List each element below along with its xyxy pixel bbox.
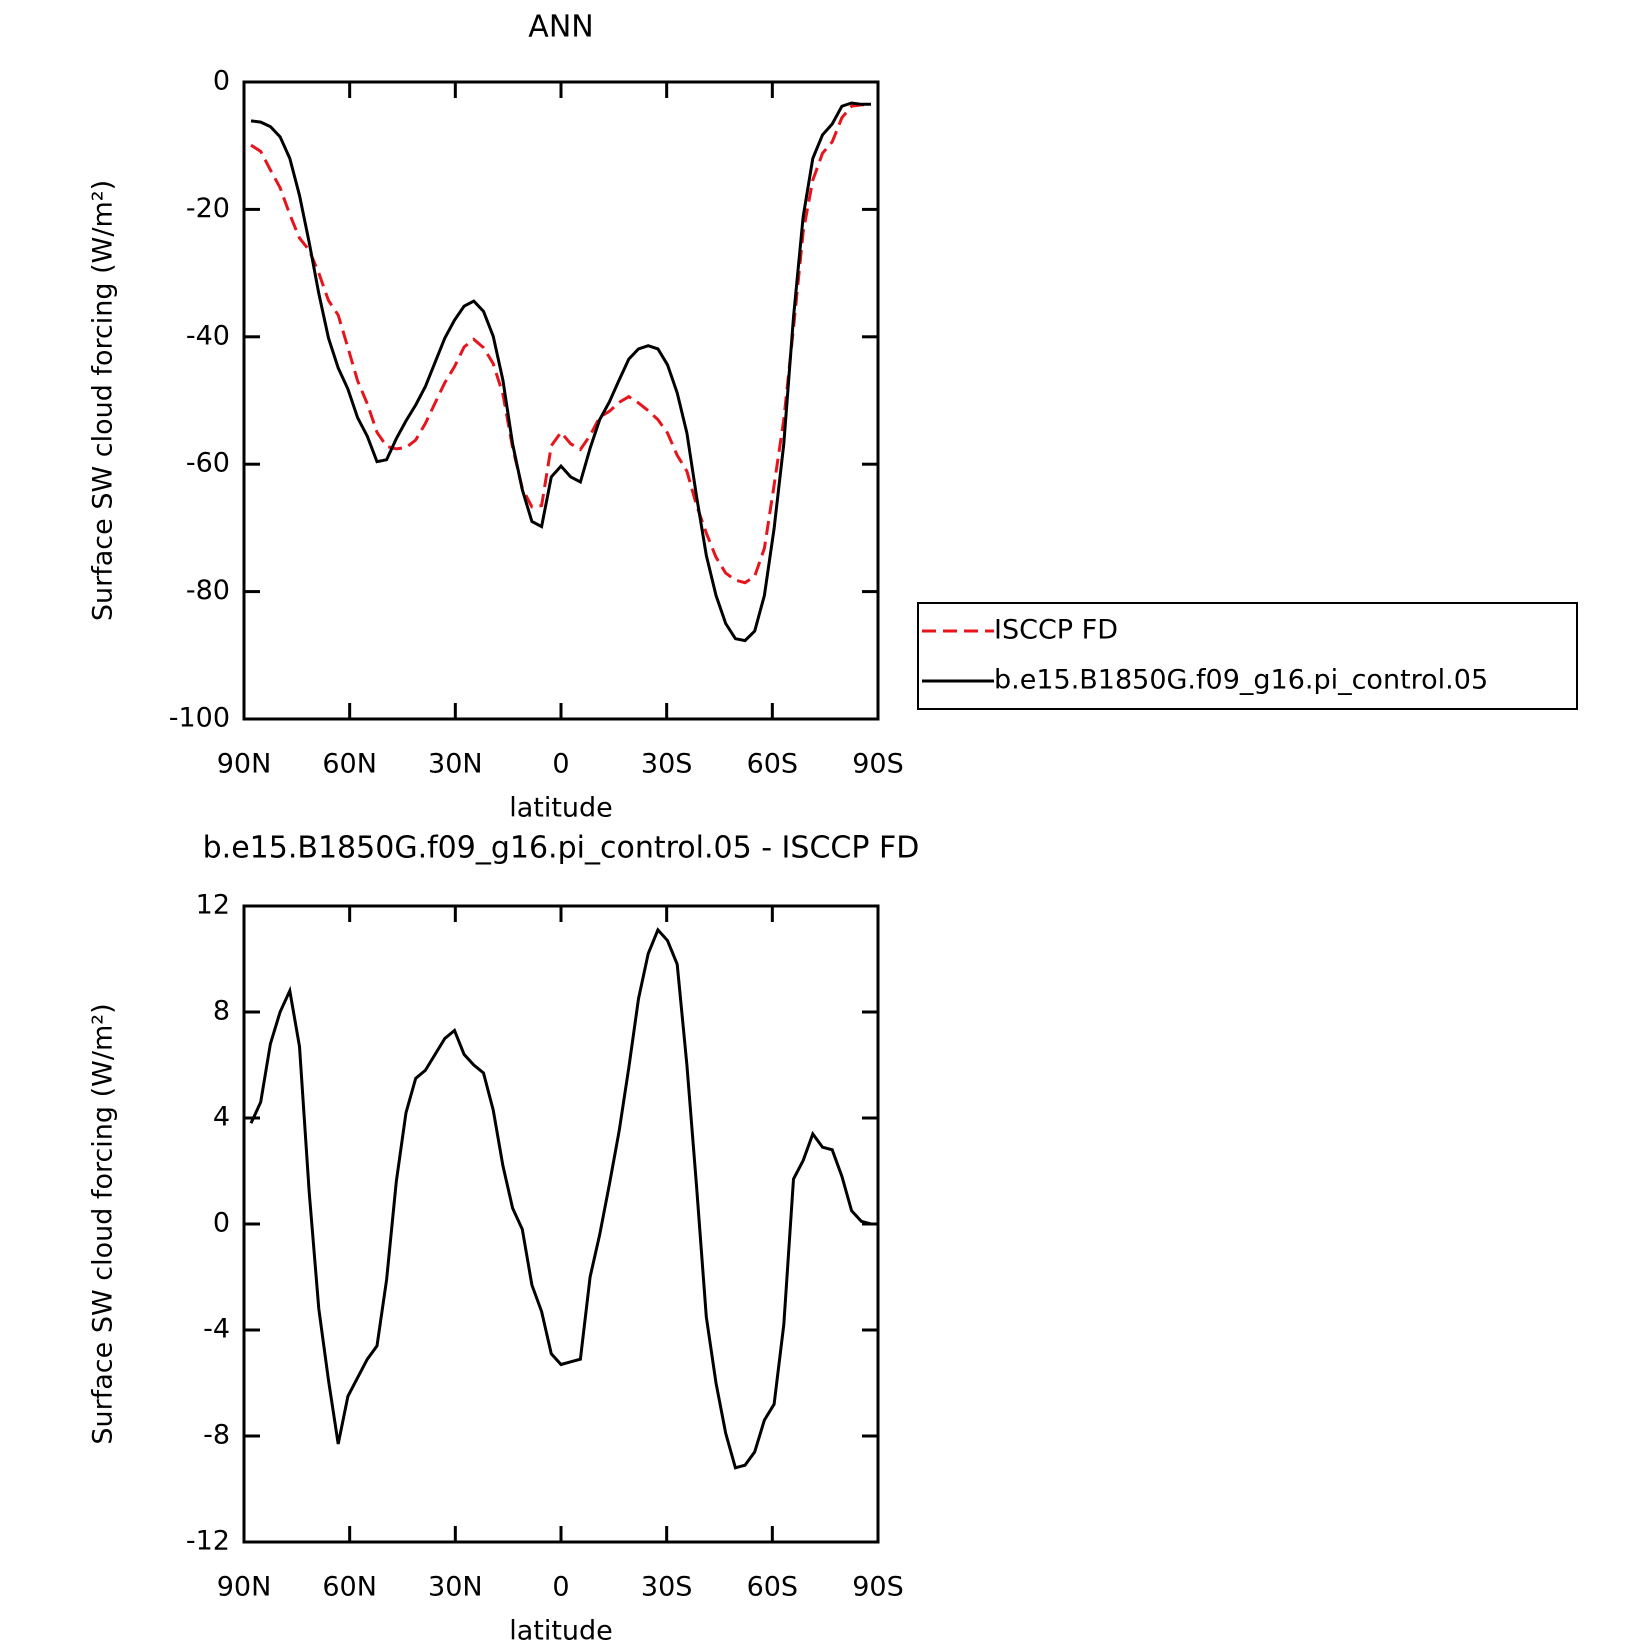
x-tick-label: 30N <box>428 1572 483 1603</box>
legend-box <box>917 602 1578 710</box>
y-tick-label: -12 <box>186 1526 230 1557</box>
x-axis-label: latitude <box>509 793 613 824</box>
data-line <box>249 927 872 1470</box>
y-tick-label: 4 <box>213 1102 230 1133</box>
x-tick-label: 90N <box>217 1572 272 1603</box>
legend-label: ISCCP FD <box>994 615 1118 646</box>
x-tick-label: 30S <box>641 749 693 780</box>
y-tick-label: -20 <box>186 193 230 224</box>
y-tick-label: 12 <box>196 890 230 921</box>
y-tick-label: 8 <box>213 996 230 1027</box>
x-tick-label: 60N <box>322 1572 377 1603</box>
x-tick-label: 90S <box>852 1572 904 1603</box>
y-tick-label: -4 <box>203 1314 230 1345</box>
plot-frame <box>242 80 880 721</box>
x-tick-label: 60N <box>322 749 377 780</box>
x-tick-label: 0 <box>552 1572 569 1603</box>
plot-frame <box>242 904 880 1544</box>
y-tick-label: -40 <box>186 320 230 351</box>
y-axis-label: Surface SW cloud forcing (W/m²) <box>88 180 119 621</box>
x-tick-label: 90S <box>852 749 904 780</box>
chart-title: b.e15.B1850G.f09_g16.pi_control.05 - ISC… <box>203 831 920 866</box>
data-line <box>250 101 871 643</box>
y-tick-label: -8 <box>203 1420 230 1451</box>
chart-title: ANN <box>528 10 593 45</box>
y-tick-label: -60 <box>186 448 230 479</box>
y-tick-label: -80 <box>186 575 230 606</box>
x-tick-label: 0 <box>552 749 569 780</box>
data-line <box>250 102 872 585</box>
legend-label: b.e15.B1850G.f09_g16.pi_control.05 <box>994 665 1488 696</box>
x-tick-label: 60S <box>747 749 799 780</box>
y-tick-label: 0 <box>213 1208 230 1239</box>
x-axis-label: latitude <box>509 1616 613 1647</box>
y-axis-label: Surface SW cloud forcing (W/m²) <box>88 1003 119 1444</box>
x-tick-label: 60S <box>747 1572 799 1603</box>
y-tick-label: -100 <box>169 703 230 734</box>
y-tick-label: 0 <box>213 66 230 97</box>
x-tick-label: 90N <box>217 749 272 780</box>
x-tick-label: 30S <box>641 1572 693 1603</box>
x-tick-label: 30N <box>428 749 483 780</box>
